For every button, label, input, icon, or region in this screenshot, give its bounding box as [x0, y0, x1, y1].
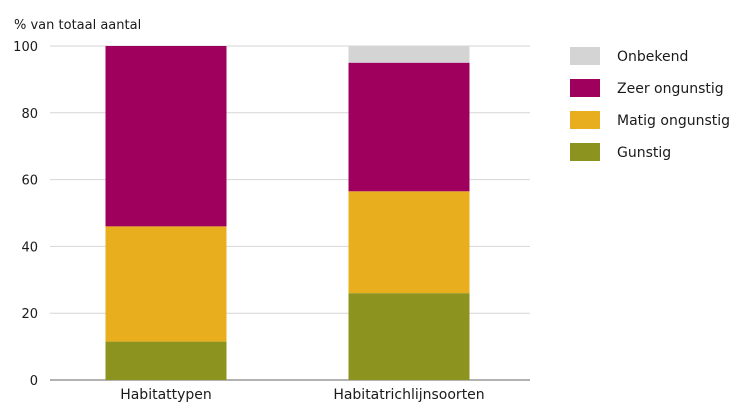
legend-swatch: [570, 79, 600, 97]
bar-segment-zeer-ongunstig: [105, 46, 227, 227]
bar-segment-onbekend: [348, 46, 470, 63]
bar-segment-matig-ongunstig: [348, 191, 470, 294]
bar-segment-zeer-ongunstig: [348, 62, 470, 192]
legend-label: Zeer ongunstig: [617, 81, 724, 97]
legend-label: Matig ongunstig: [617, 113, 730, 129]
bar-segment-gunstig: [105, 341, 227, 380]
x-category-label: Habitattypen: [120, 387, 212, 403]
y-axis-ticks: 0 20 40 60 80 100: [13, 40, 38, 389]
legend-swatch: [570, 111, 600, 129]
bar-segment-gunstig: [348, 293, 470, 380]
y-tick-label: 0: [30, 374, 38, 389]
y-tick-label: 20: [21, 307, 38, 322]
legend: Onbekend Zeer ongunstig Matig ongunstig Gun…: [570, 47, 730, 161]
x-axis-labels: Habitattypen Habitatrichlijnsoorten: [120, 387, 484, 403]
legend-label: Gunstig: [617, 145, 671, 161]
y-tick-label: 60: [21, 174, 38, 189]
y-axis-title: % van totaal aantal: [14, 18, 141, 33]
legend-label: Onbekend: [617, 49, 688, 65]
y-tick-label: 80: [21, 107, 38, 122]
bar-segment-matig-ongunstig: [105, 226, 227, 342]
x-category-label: Habitatrichlijnsoorten: [333, 387, 484, 403]
bars: [105, 46, 470, 380]
y-tick-label: 100: [13, 40, 38, 55]
legend-swatch: [570, 143, 600, 161]
y-tick-label: 40: [21, 240, 38, 255]
legend-swatch: [570, 47, 600, 65]
